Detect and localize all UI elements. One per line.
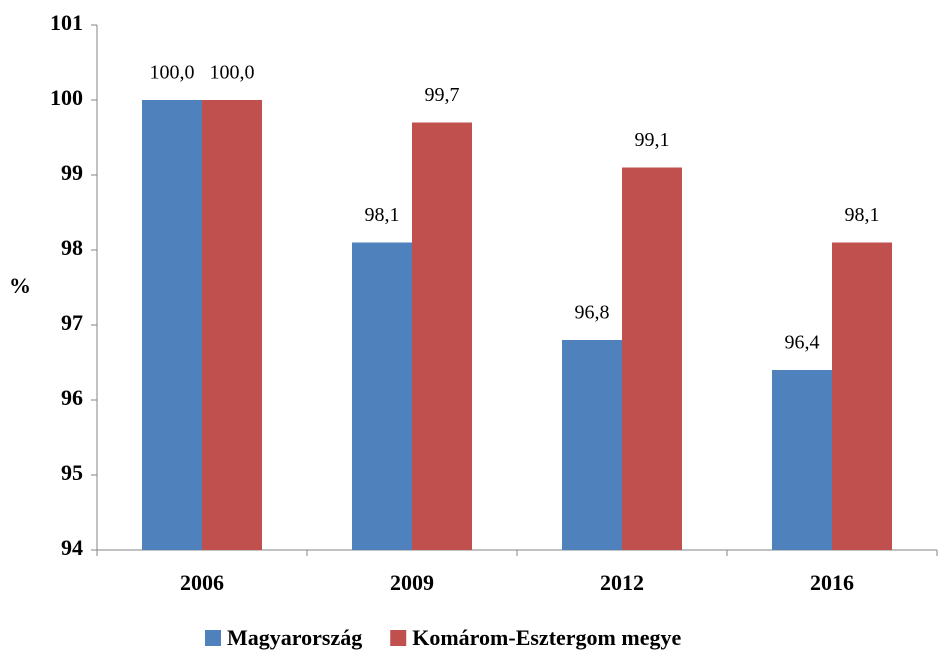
legend-label: Magyarország — [227, 625, 362, 650]
bar — [142, 100, 202, 550]
value-label: 99,1 — [635, 129, 670, 151]
bar — [202, 100, 262, 550]
value-label: 99,7 — [425, 84, 460, 106]
x-tick-label: 2006 — [180, 570, 224, 595]
value-label: 98,1 — [845, 204, 880, 226]
x-tick-label: 2009 — [390, 570, 434, 595]
value-label: 96,8 — [575, 302, 610, 324]
legend-swatch — [205, 630, 221, 646]
bar — [352, 242, 412, 550]
y-tick-label: 94 — [61, 535, 83, 560]
value-label: 98,1 — [365, 204, 400, 226]
y-tick-label: 101 — [50, 10, 83, 35]
y-tick-label: 100 — [50, 85, 83, 110]
bar — [412, 122, 472, 550]
legend-swatch — [390, 630, 407, 646]
y-tick-label: 98 — [61, 235, 83, 260]
value-label: 96,4 — [785, 332, 820, 354]
bar — [772, 370, 832, 550]
x-tick-label: 2016 — [810, 570, 854, 595]
y-tick-label: 99 — [61, 160, 83, 185]
value-label: 100,0 — [150, 62, 195, 84]
y-tick-label: 97 — [61, 310, 83, 335]
value-label: 100,0 — [210, 62, 255, 84]
bar — [832, 242, 892, 550]
y-tick-label: 96 — [61, 385, 83, 410]
legend-label: Komárom-Esztergom megye — [412, 625, 681, 650]
bar — [622, 167, 682, 550]
bar — [562, 340, 622, 550]
y-axis-label: % — [9, 273, 31, 298]
x-tick-label: 2012 — [600, 570, 644, 595]
y-tick-label: 95 — [61, 460, 83, 485]
